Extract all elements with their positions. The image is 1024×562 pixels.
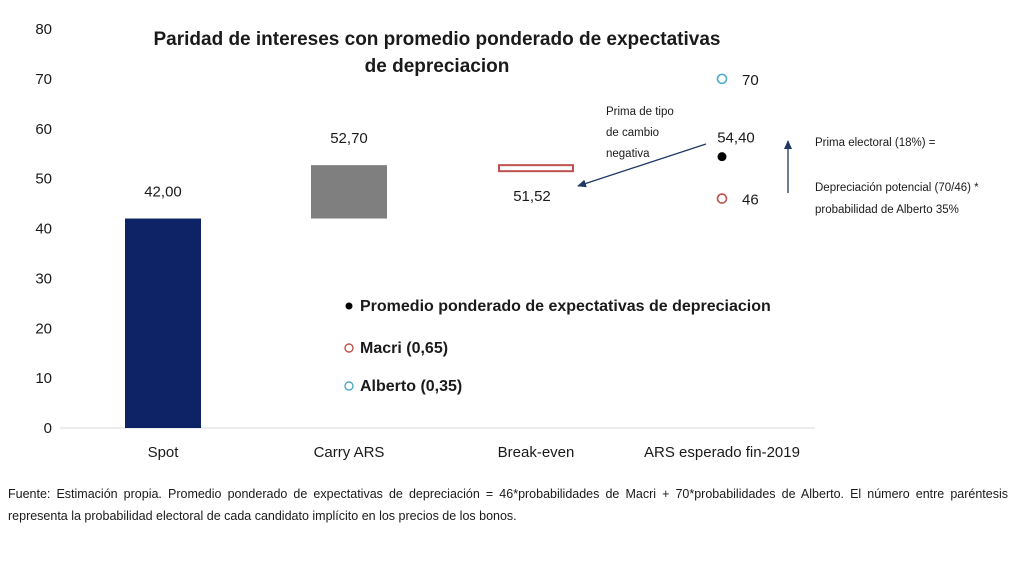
legend-marker-1 [345, 302, 353, 310]
y-tick-label-30: 30 [35, 270, 52, 287]
legend-label-3: Alberto (0,35) [360, 378, 462, 395]
chart-title-line-2: de depreciacion [365, 56, 510, 77]
annotation-prima-tipo-cambio-line-2: de cambio [606, 127, 659, 139]
annotation-prima-tipo-cambio-line-3: negativa [606, 148, 650, 160]
chart: Paridad de intereses con promedio ponder… [35, 21, 979, 461]
annotation-prima-electoral: Prima electoral (18%) = [815, 137, 936, 149]
y-tick-label-20: 20 [35, 320, 52, 337]
data-label-point-promedio-ponderado-d: 54,40 [717, 130, 755, 147]
data-label-point-alberto-0-35: 70 [742, 72, 759, 89]
legend: Promedio ponderado de expectativas de de… [344, 298, 771, 395]
point-promedio-ponderado-d [717, 152, 727, 162]
y-tick-label-70: 70 [35, 71, 52, 88]
legend-marker-2 [344, 343, 354, 353]
x-axis: Spot Carry ARS Break-even ARS esperado fin-… [148, 444, 800, 461]
annotation-depreciacion-line-2: probabilidad de Alberto 35% [815, 204, 959, 216]
y-tick-label-0: 0 [44, 420, 52, 437]
annotation-prima-tipo-cambio-line-1: Prima de tipo [606, 106, 674, 118]
points: 70 54,40 46 [716, 72, 759, 209]
point-macri-0-65 [716, 193, 728, 204]
data-label-break-even: 51,52 [513, 188, 551, 205]
y-tick-label-60: 60 [35, 121, 52, 138]
x-tick-label-spot: Spot [148, 444, 180, 461]
x-tick-label-carry-ars: Carry ARS [314, 444, 385, 461]
footnote: Fuente: Estimación propia. Promedio pond… [8, 487, 1008, 523]
legend-label-2: Macri (0,65) [360, 340, 448, 357]
data-label-carry-ars: 52,70 [330, 130, 368, 147]
data-label-spot: 42,00 [144, 184, 182, 201]
arrow-prima-tipo-cambio [577, 143, 707, 188]
y-tick-label-50: 50 [35, 171, 52, 188]
legend-label-1: Promedio ponderado de expectativas de de… [360, 298, 771, 315]
annotation-depreciacion-line-1: Depreciación potencial (70/46) * [815, 182, 979, 194]
data-label-point-macri-0-65: 46 [742, 192, 759, 209]
bar-break-even [498, 164, 574, 173]
bar-carry-ars [311, 165, 387, 219]
point-alberto-0-35 [716, 73, 728, 85]
bar-spot [125, 218, 201, 428]
chart-title-line-1: Paridad de intereses con promedio ponder… [153, 29, 720, 50]
y-tick-label-10: 10 [35, 370, 52, 387]
y-tick-label-80: 80 [35, 21, 52, 38]
legend-marker-3 [344, 381, 354, 391]
bars: 42,00 52,70 51,52 [125, 130, 574, 428]
y-tick-label-40: 40 [35, 221, 52, 238]
x-tick-label-break-even: Break-even [498, 444, 575, 461]
x-tick-label-ars-esperado-fin-2019: ARS esperado fin-2019 [644, 444, 800, 461]
